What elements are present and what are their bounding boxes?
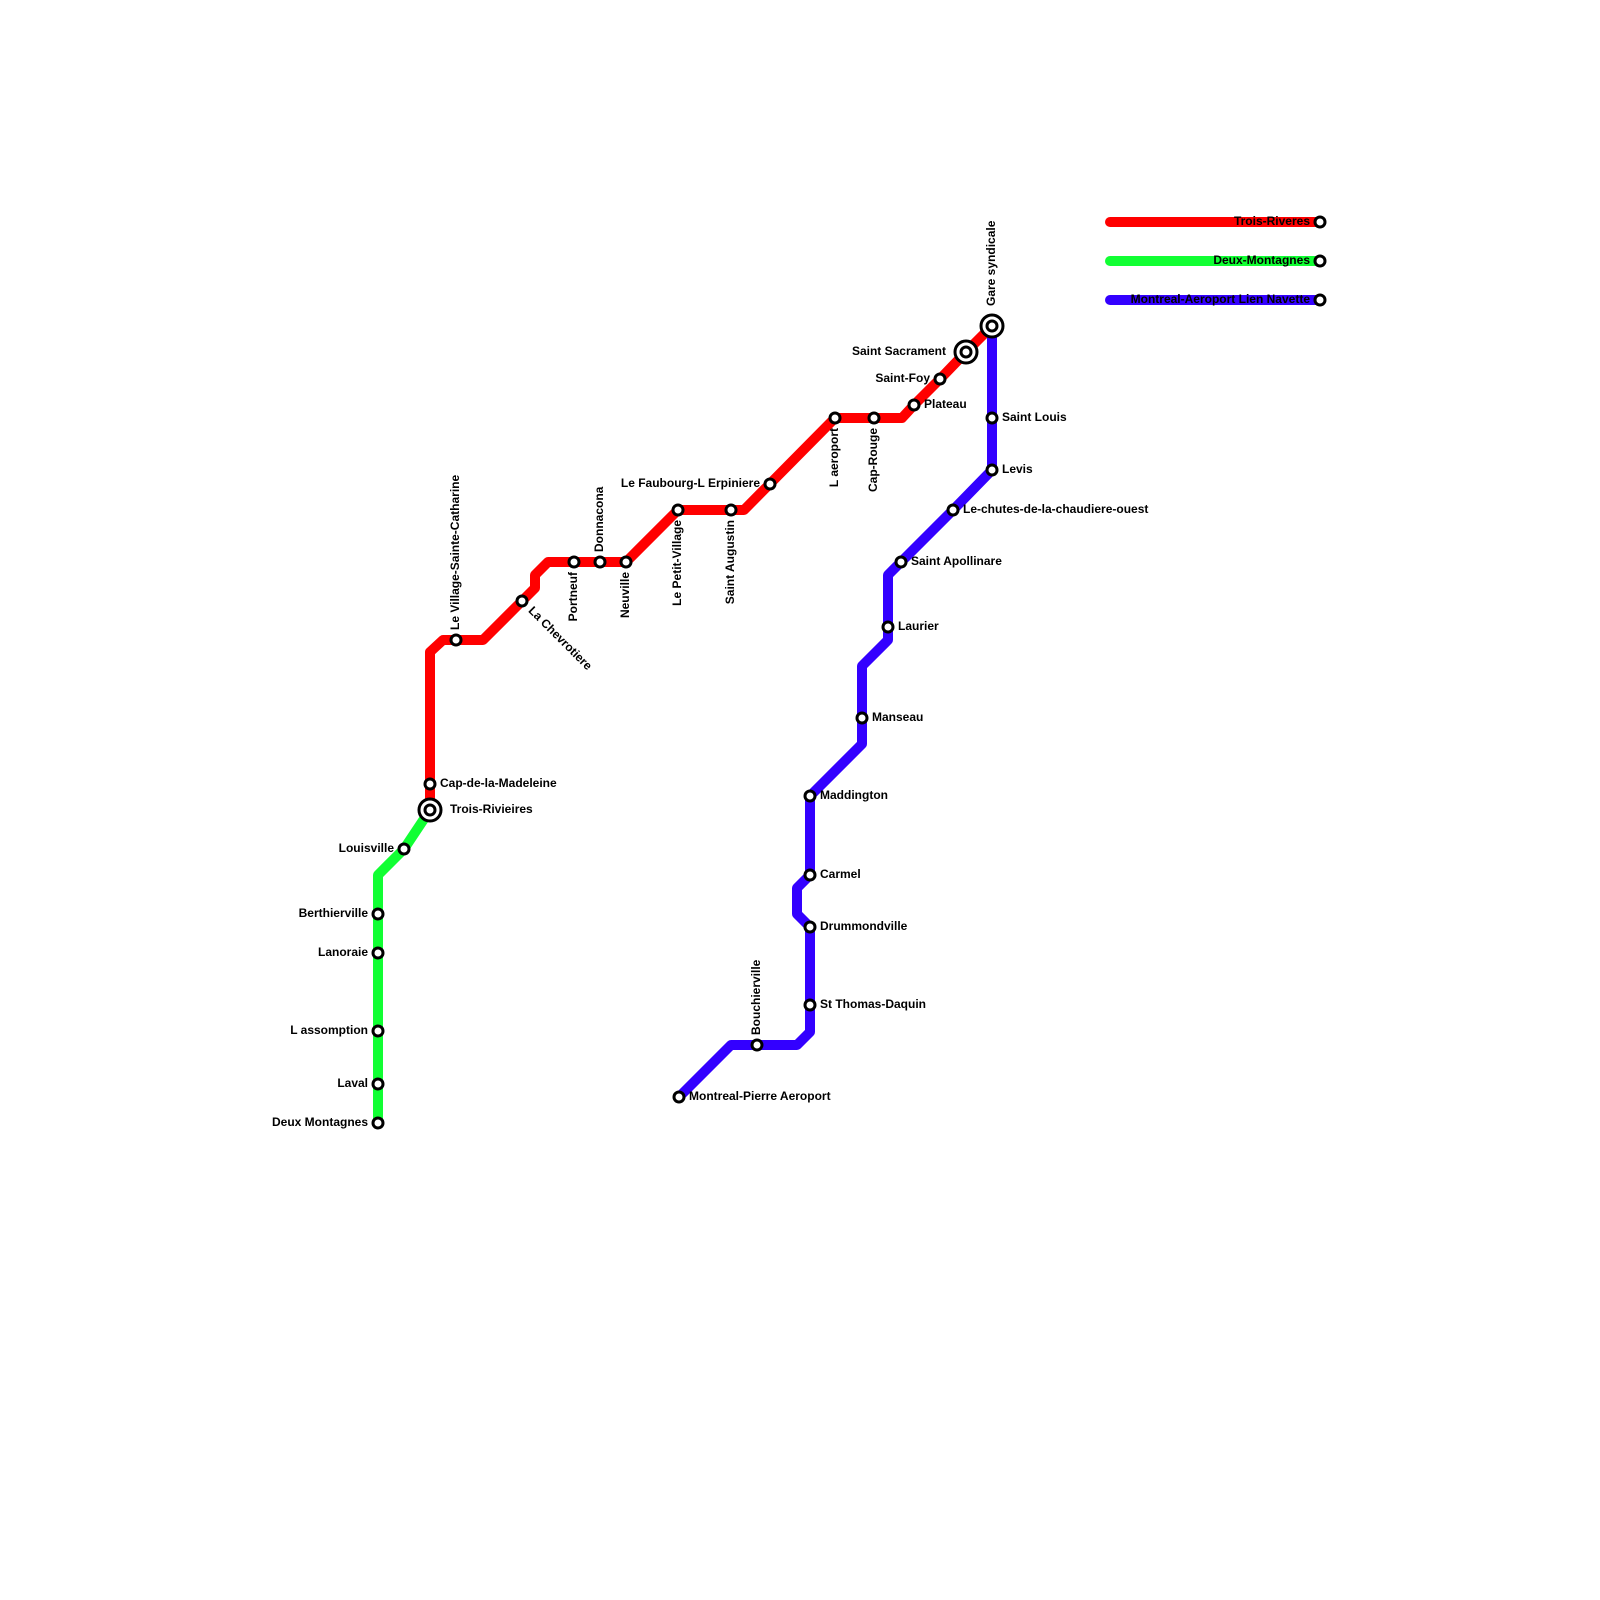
station xyxy=(371,946,385,960)
station xyxy=(449,633,463,647)
station-label: Laurier xyxy=(898,619,939,633)
station-label: Gare syndicale xyxy=(984,220,998,306)
station xyxy=(985,319,999,333)
station-label: Saint Sacrament xyxy=(852,344,946,358)
station xyxy=(933,372,947,386)
station-label: Portneuf xyxy=(566,571,580,621)
station xyxy=(946,503,960,517)
station-label: Trois-Rivieires xyxy=(450,802,533,816)
legend-stop xyxy=(1313,215,1327,229)
station xyxy=(881,620,895,634)
station-label: Le Village-Sainte-Catharine xyxy=(448,475,462,630)
station xyxy=(567,555,581,569)
station-label: Cap-Rouge xyxy=(866,428,880,492)
station xyxy=(371,1024,385,1038)
station-label: Drummondville xyxy=(820,919,908,933)
station-label: Le Petit-Village xyxy=(670,520,684,606)
station-label: Laval xyxy=(337,1076,368,1090)
station xyxy=(515,594,529,608)
station-label: Le-chutes-de-la-chaudiere-ouest xyxy=(963,502,1148,516)
station-label: Saint Augustin xyxy=(723,520,737,604)
station xyxy=(894,555,908,569)
station xyxy=(593,555,607,569)
station xyxy=(803,998,817,1012)
station xyxy=(672,1090,686,1104)
station xyxy=(803,789,817,803)
station-label: St Thomas-Daquin xyxy=(820,997,926,1011)
station-label: Neuville xyxy=(618,572,632,618)
station-label: Plateau xyxy=(924,397,967,411)
station-label: Saint-Foy xyxy=(875,371,930,385)
station xyxy=(985,463,999,477)
legend-label: Deux-Montagnes xyxy=(1213,253,1310,267)
station-label: Carmel xyxy=(820,867,861,881)
legend-stop xyxy=(1313,293,1327,307)
station xyxy=(671,503,685,517)
station xyxy=(423,777,437,791)
legend-stop xyxy=(1313,254,1327,268)
station xyxy=(371,1116,385,1130)
station-label: L assomption xyxy=(290,1023,368,1037)
station-label: Berthierville xyxy=(299,906,369,920)
station-label: Louisville xyxy=(339,841,395,855)
legend-label: Trois-Riveres xyxy=(1234,214,1310,228)
station xyxy=(724,503,738,517)
station-label: Manseau xyxy=(872,710,923,724)
station xyxy=(619,555,633,569)
station-label: Levis xyxy=(1002,462,1033,476)
station-label: Le Faubourg-L Erpiniere xyxy=(621,476,760,490)
station-label: Saint Louis xyxy=(1002,410,1067,424)
station-label: Deux Montagnes xyxy=(272,1115,368,1129)
route-line xyxy=(373,807,435,1123)
station-label: Lanoraie xyxy=(318,945,368,959)
station-label: Montreal-Pierre Aeroport xyxy=(689,1089,831,1103)
station xyxy=(907,398,921,412)
station xyxy=(803,920,817,934)
legend-label: Montreal-Aeroport Lien Navette xyxy=(1131,292,1311,306)
station xyxy=(423,803,437,817)
station xyxy=(750,1038,764,1052)
station xyxy=(763,477,777,491)
route-line xyxy=(425,322,996,810)
station xyxy=(828,411,842,425)
station xyxy=(371,1077,385,1091)
station xyxy=(855,711,869,725)
station xyxy=(959,345,973,359)
station xyxy=(371,907,385,921)
station xyxy=(397,842,411,856)
station-label: La Chevrotiere xyxy=(526,603,596,673)
station xyxy=(985,411,999,425)
station xyxy=(867,411,881,425)
station xyxy=(803,868,817,882)
station-label: Cap-de-la-Madeleine xyxy=(440,776,557,790)
station-label: Bouchierville xyxy=(749,959,763,1035)
station-label: L aeroport xyxy=(827,428,841,487)
station-label: Donnacona xyxy=(592,486,606,552)
station-label: Saint Apollinare xyxy=(911,554,1002,568)
station-label: Maddington xyxy=(820,788,888,802)
